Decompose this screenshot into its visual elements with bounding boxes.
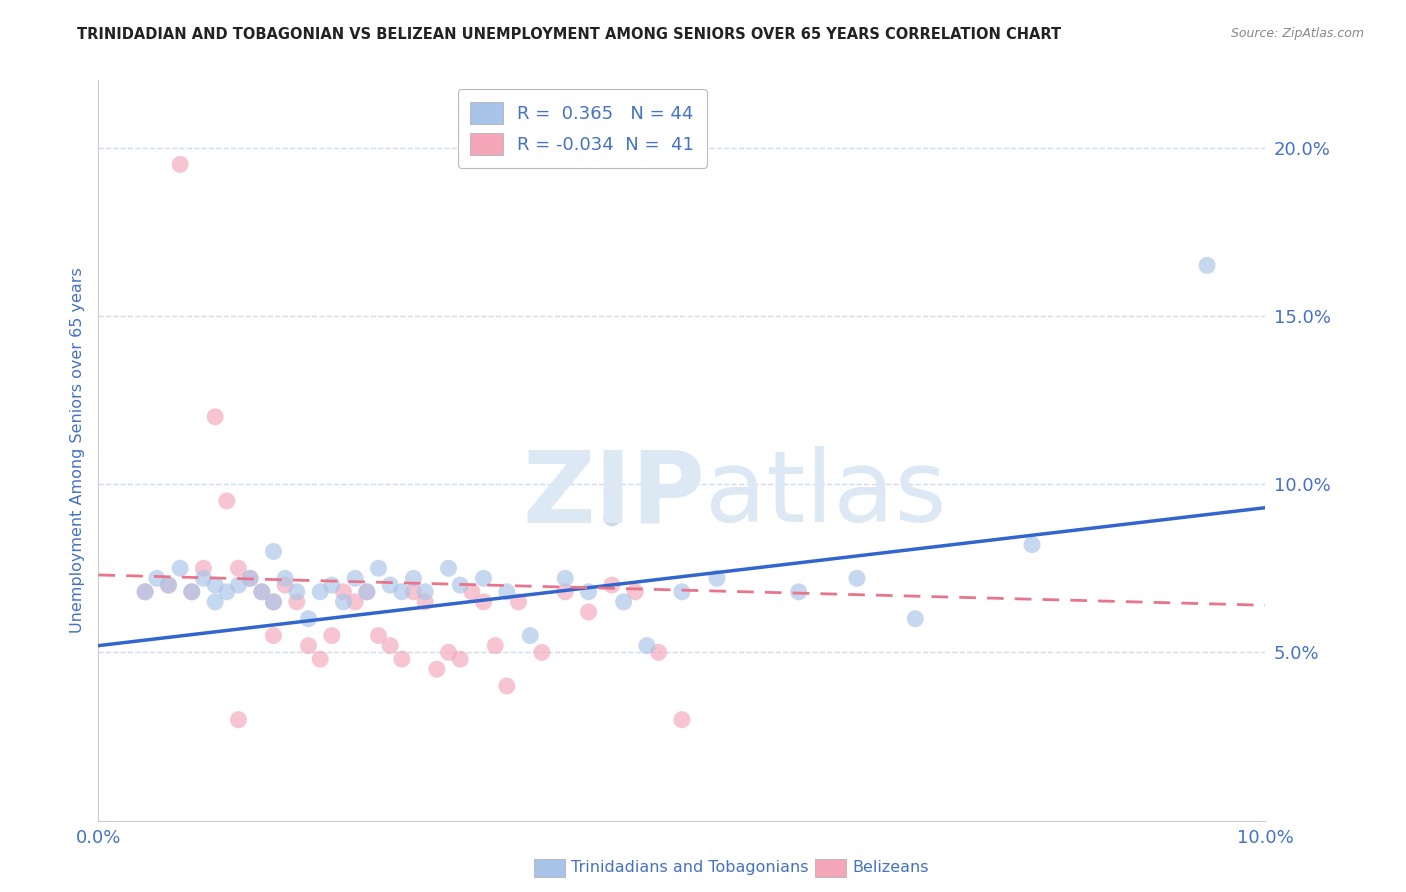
Point <box>426 662 449 676</box>
Point <box>472 571 495 585</box>
Point <box>146 571 169 585</box>
Point <box>904 612 927 626</box>
Point <box>274 578 297 592</box>
Point <box>787 584 810 599</box>
Text: TRINIDADIAN AND TOBAGONIAN VS BELIZEAN UNEMPLOYMENT AMONG SENIORS OVER 65 YEARS : TRINIDADIAN AND TOBAGONIAN VS BELIZEAN U… <box>77 27 1062 42</box>
Point <box>356 584 378 599</box>
Point <box>519 628 541 642</box>
Point <box>309 652 332 666</box>
Point <box>204 578 226 592</box>
Point <box>636 639 658 653</box>
Point <box>297 612 319 626</box>
Point <box>321 628 343 642</box>
Text: ZIP: ZIP <box>523 446 706 543</box>
Point <box>380 578 402 592</box>
Point <box>391 584 413 599</box>
Point <box>344 595 367 609</box>
Point <box>262 628 284 642</box>
Point <box>484 639 506 653</box>
Point <box>1021 538 1043 552</box>
Point <box>380 639 402 653</box>
Point <box>169 561 191 575</box>
Point <box>496 584 519 599</box>
Y-axis label: Unemployment Among Seniors over 65 years: Unemployment Among Seniors over 65 years <box>69 268 84 633</box>
Point <box>530 645 553 659</box>
Point <box>262 544 284 558</box>
Point <box>437 645 460 659</box>
Point <box>285 584 308 599</box>
Point <box>250 584 273 599</box>
Point <box>180 584 202 599</box>
Point <box>367 561 389 575</box>
Point <box>402 584 425 599</box>
Point <box>846 571 869 585</box>
Point <box>367 628 389 642</box>
Point <box>437 561 460 575</box>
Text: atlas: atlas <box>706 446 946 543</box>
Point <box>472 595 495 609</box>
Legend: R =  0.365   N = 44, R = -0.034  N =  41: R = 0.365 N = 44, R = -0.034 N = 41 <box>457 89 707 168</box>
Point <box>193 571 215 585</box>
Point <box>321 578 343 592</box>
Point <box>402 571 425 585</box>
Point <box>496 679 519 693</box>
Point <box>134 584 156 599</box>
Point <box>706 571 728 585</box>
Text: Source: ZipAtlas.com: Source: ZipAtlas.com <box>1230 27 1364 40</box>
Text: Trinidadians and Tobagonians: Trinidadians and Tobagonians <box>571 861 808 875</box>
Point <box>413 595 436 609</box>
Point <box>262 595 284 609</box>
Point <box>332 595 354 609</box>
Point <box>134 584 156 599</box>
Point <box>204 409 226 424</box>
Point <box>297 639 319 653</box>
Point <box>508 595 530 609</box>
Point <box>157 578 180 592</box>
Point <box>624 584 647 599</box>
Point <box>578 605 600 619</box>
Point <box>671 713 693 727</box>
Point <box>391 652 413 666</box>
Point <box>274 571 297 585</box>
Point <box>285 595 308 609</box>
Point <box>647 645 669 659</box>
Point <box>344 571 367 585</box>
Point <box>228 713 250 727</box>
Point <box>204 595 226 609</box>
Point <box>600 578 623 592</box>
Point <box>250 584 273 599</box>
Point <box>413 584 436 599</box>
Point <box>169 157 191 171</box>
Point <box>1195 258 1218 272</box>
Point <box>228 578 250 592</box>
Point <box>671 584 693 599</box>
Point <box>612 595 634 609</box>
Point <box>215 494 238 508</box>
Point <box>157 578 180 592</box>
Point <box>554 584 576 599</box>
Point <box>578 584 600 599</box>
Point <box>309 584 332 599</box>
Point <box>193 561 215 575</box>
Point <box>332 584 354 599</box>
Point <box>600 510 623 524</box>
Point <box>554 571 576 585</box>
Point <box>180 584 202 599</box>
Text: Belizeans: Belizeans <box>852 861 928 875</box>
Point <box>262 595 284 609</box>
Point <box>449 652 471 666</box>
Point <box>356 584 378 599</box>
Point <box>461 584 484 599</box>
Point <box>449 578 471 592</box>
Point <box>239 571 262 585</box>
Point <box>228 561 250 575</box>
Point <box>239 571 262 585</box>
Point <box>215 584 238 599</box>
